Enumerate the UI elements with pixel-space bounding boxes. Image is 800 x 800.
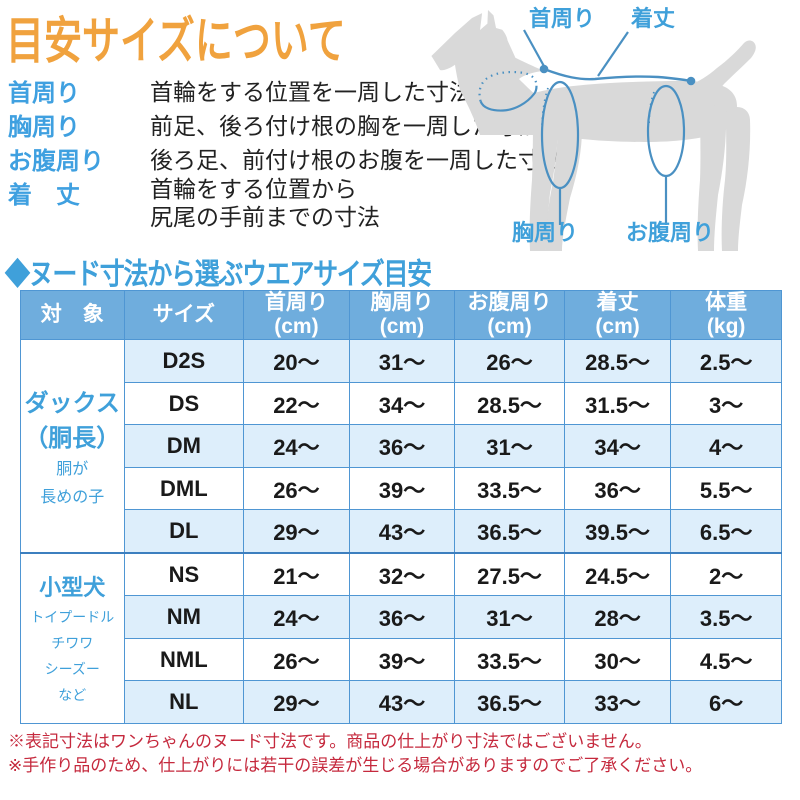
svg-text:胸周り: 胸周り <box>512 220 578 245</box>
svg-text:お腹周り: お腹周り <box>626 220 714 245</box>
svg-text:着丈: 着丈 <box>630 6 675 31</box>
svg-text:首周り: 首周り <box>529 6 595 31</box>
